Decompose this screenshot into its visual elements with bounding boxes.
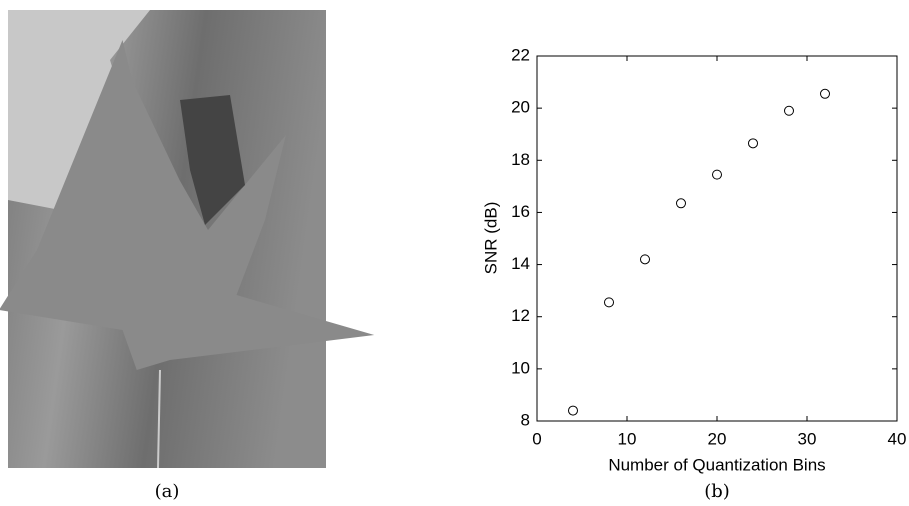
y-tick-label: 22 — [511, 45, 530, 64]
y-tick-label: 12 — [511, 306, 530, 325]
point — [712, 169, 722, 180]
caption: (a) — [155, 481, 180, 502]
point — [676, 198, 686, 209]
point — [784, 105, 794, 116]
point — [748, 138, 758, 149]
point — [568, 405, 578, 416]
y-tick-label: 20 — [511, 98, 530, 117]
x-axis-label: Number of Quantization Bins — [608, 455, 825, 474]
y-tick-label: 18 — [511, 150, 530, 169]
y-tick-label: 16 — [511, 202, 530, 221]
x-tick-label: 40 — [888, 429, 907, 448]
caption: (b) — [704, 481, 730, 502]
point — [820, 88, 830, 99]
y-axis-label: SNR (dB) — [481, 202, 500, 275]
point — [640, 254, 650, 265]
y-tick-label: 14 — [511, 254, 530, 273]
point — [604, 297, 614, 308]
y-tick-label: 8 — [521, 410, 530, 429]
x-tick-label: 30 — [798, 429, 817, 448]
photo — [0, 10, 375, 469]
x-tick-label: 10 — [618, 429, 637, 448]
x-tick-label: 20 — [708, 429, 727, 448]
plot-frame — [536, 55, 898, 422]
x-tick-label: 0 — [532, 429, 541, 448]
y-tick-label: 10 — [511, 358, 530, 377]
